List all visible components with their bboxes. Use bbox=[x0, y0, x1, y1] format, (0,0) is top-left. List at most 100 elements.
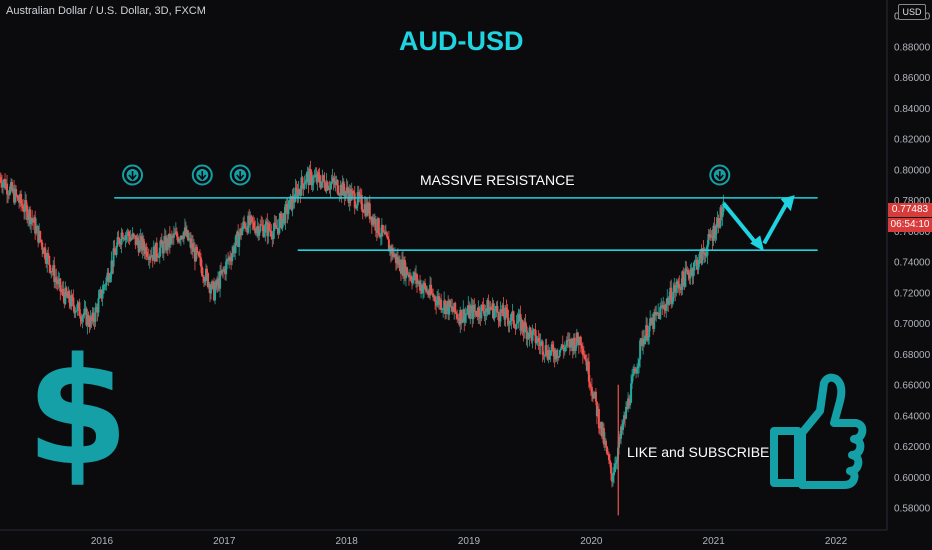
candle-body bbox=[34, 217, 37, 234]
candle-body bbox=[364, 204, 367, 216]
candle-body bbox=[287, 209, 290, 215]
candle-body bbox=[351, 191, 354, 193]
candle-body bbox=[234, 245, 237, 254]
candle-body bbox=[431, 292, 434, 294]
candle-body bbox=[261, 224, 264, 226]
x-tick-label: 2020 bbox=[580, 536, 603, 547]
candle-body bbox=[283, 213, 286, 224]
x-tick-label: 2016 bbox=[91, 536, 114, 547]
candle-body bbox=[94, 307, 97, 322]
candle-body bbox=[387, 239, 390, 252]
candle-body bbox=[12, 188, 15, 192]
candle-body bbox=[506, 309, 509, 318]
candle-body bbox=[4, 179, 7, 189]
candle-body bbox=[652, 318, 655, 329]
candle-body bbox=[518, 314, 521, 315]
candle-body bbox=[59, 278, 62, 292]
candle-body bbox=[141, 238, 144, 251]
candle-body bbox=[680, 286, 683, 290]
candle-body bbox=[342, 181, 345, 191]
candle-body bbox=[561, 344, 564, 348]
candle-body bbox=[324, 187, 327, 191]
candle-body bbox=[647, 337, 650, 341]
candle-body bbox=[192, 248, 195, 252]
candle-body bbox=[603, 440, 606, 445]
candle-body bbox=[492, 303, 495, 319]
candle-body bbox=[181, 238, 184, 239]
candle-body bbox=[69, 302, 72, 307]
candle-body bbox=[167, 233, 170, 248]
candle-body bbox=[385, 232, 388, 237]
candle-body bbox=[671, 301, 674, 304]
candle-body bbox=[621, 426, 624, 430]
candle-body bbox=[155, 242, 158, 257]
candle-body bbox=[481, 304, 484, 306]
candle-body bbox=[713, 225, 716, 239]
candle-body bbox=[490, 308, 493, 310]
candle-body bbox=[140, 236, 143, 251]
candle-body bbox=[41, 242, 44, 250]
candle-body bbox=[213, 281, 216, 301]
candle-body bbox=[646, 325, 649, 341]
candle-body bbox=[609, 462, 612, 474]
candle-body bbox=[267, 223, 270, 237]
candle-body bbox=[479, 316, 482, 319]
candle-body bbox=[705, 255, 708, 257]
candle-body bbox=[665, 303, 668, 311]
candle-body bbox=[470, 305, 473, 309]
candle-body bbox=[670, 287, 673, 304]
candle-body bbox=[523, 321, 526, 333]
candle-body bbox=[572, 337, 575, 351]
candle-body bbox=[54, 277, 57, 283]
candle-body bbox=[170, 235, 173, 237]
candle-body bbox=[71, 295, 74, 298]
candle-body bbox=[253, 222, 256, 229]
symbol-label: Australian Dollar / U.S. Dollar, 3D, FXC… bbox=[6, 5, 206, 17]
candle-body bbox=[164, 236, 167, 251]
candle-body bbox=[628, 398, 631, 406]
candle-body bbox=[577, 341, 580, 346]
candle-body bbox=[166, 238, 169, 248]
candle-body bbox=[640, 338, 643, 341]
candle-body bbox=[153, 246, 156, 262]
candle-body bbox=[403, 260, 406, 279]
candle-body bbox=[320, 181, 323, 188]
candle-body bbox=[87, 314, 90, 324]
currency-badge[interactable]: USD bbox=[898, 4, 926, 20]
candle-body bbox=[442, 308, 445, 310]
candle-body bbox=[235, 234, 238, 246]
candle-body bbox=[89, 316, 92, 328]
candle-body bbox=[437, 296, 440, 301]
candle-body bbox=[178, 239, 181, 240]
candle-body bbox=[411, 280, 414, 284]
candle-body bbox=[157, 257, 160, 258]
candle-body bbox=[535, 342, 538, 343]
candle-body bbox=[15, 188, 18, 196]
candle-body bbox=[217, 278, 220, 286]
candle-body bbox=[476, 315, 479, 317]
candle-body bbox=[704, 252, 707, 256]
candle-body bbox=[310, 171, 313, 186]
candle-body bbox=[268, 223, 271, 231]
candle-body bbox=[158, 247, 161, 258]
candle-body bbox=[191, 243, 194, 252]
candle-body bbox=[381, 224, 384, 233]
candle-body bbox=[247, 215, 250, 233]
candle-body bbox=[454, 302, 457, 313]
candle-body bbox=[612, 472, 615, 476]
candle-body bbox=[186, 230, 189, 241]
candle-body bbox=[639, 340, 642, 360]
y-tick-label: 0.86000 bbox=[894, 73, 931, 84]
candle-body bbox=[695, 259, 698, 261]
candle-body bbox=[294, 187, 297, 202]
candle-body bbox=[150, 255, 153, 258]
candle-body bbox=[190, 243, 193, 249]
candle-body bbox=[198, 256, 201, 258]
candle-body bbox=[280, 213, 283, 229]
candle-body bbox=[601, 428, 604, 437]
candle-body bbox=[117, 237, 120, 239]
candle-body bbox=[51, 271, 54, 272]
candle-body bbox=[688, 275, 691, 279]
candle-body bbox=[98, 293, 101, 299]
